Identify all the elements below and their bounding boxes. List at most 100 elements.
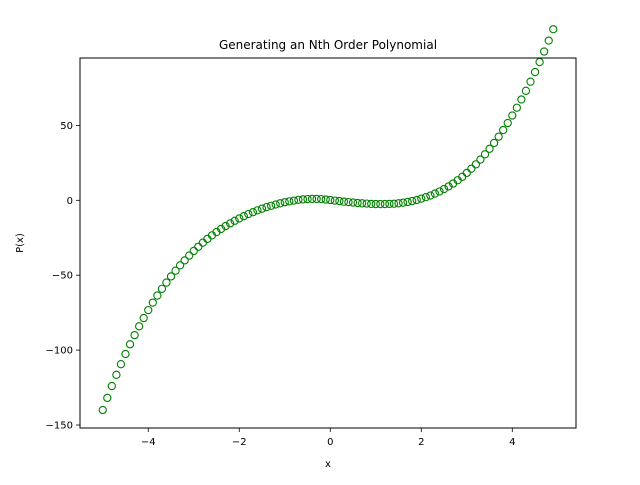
y-axis-ticks: −150 −100 −50 0 50 — [46, 121, 80, 432]
data-point — [521, 86, 531, 95]
data-point — [321, 195, 330, 204]
data-point — [239, 212, 248, 221]
data-point — [121, 349, 130, 359]
x-axis-label: x — [325, 459, 331, 470]
data-point — [107, 381, 116, 391]
data-point — [130, 330, 139, 340]
data-point — [226, 219, 235, 228]
data-point — [230, 216, 239, 225]
y-tick-label: −50 — [52, 271, 73, 282]
data-point — [303, 194, 312, 204]
data-point — [435, 187, 444, 196]
data-point — [103, 393, 112, 403]
data-point — [371, 199, 380, 209]
data-point — [221, 221, 230, 231]
y-axis-label: P(x) — [15, 233, 26, 253]
y-tick-label: −150 — [46, 421, 73, 432]
data-point — [376, 199, 385, 209]
data-point — [276, 199, 285, 208]
data-point — [471, 160, 481, 169]
data-point — [408, 196, 417, 206]
data-point — [530, 67, 540, 77]
data-point — [389, 199, 399, 208]
data-point — [480, 150, 490, 159]
data-point — [430, 189, 440, 198]
data-point — [216, 224, 226, 234]
data-point — [426, 191, 435, 200]
data-point — [166, 272, 176, 281]
data-point — [294, 195, 303, 205]
data-point — [362, 199, 371, 208]
data-point — [148, 298, 157, 307]
x-tick-label: 4 — [509, 437, 515, 448]
data-point — [171, 266, 180, 275]
data-point — [503, 118, 512, 128]
data-point — [157, 284, 167, 293]
x-tick-label: −4 — [141, 437, 156, 448]
data-point — [298, 195, 308, 204]
data-point — [326, 195, 335, 205]
data-point — [180, 256, 189, 265]
data-point — [235, 214, 244, 223]
y-tick-label: −100 — [46, 346, 73, 357]
plot-area-frame — [79, 57, 577, 429]
data-point — [285, 197, 294, 206]
data-point — [248, 207, 258, 217]
data-point — [403, 197, 412, 207]
data-point — [512, 103, 521, 112]
data-point — [312, 194, 321, 204]
data-point — [485, 144, 494, 153]
data-point — [262, 203, 271, 212]
data-point — [476, 155, 485, 164]
data-point — [385, 199, 394, 209]
data-point — [112, 370, 121, 379]
data-point — [185, 251, 194, 260]
data-point — [253, 206, 262, 215]
data-point — [467, 164, 476, 173]
data-point — [348, 198, 358, 207]
data-point — [175, 261, 185, 270]
data-point — [398, 198, 408, 207]
x-tick-label: −2 — [232, 437, 247, 448]
x-axis-ticks: −4 −2 0 2 4 — [141, 428, 515, 448]
y-tick-label: 0 — [67, 196, 73, 207]
data-point — [357, 199, 367, 208]
data-point — [540, 47, 549, 56]
data-point — [494, 132, 503, 141]
data-point — [144, 305, 153, 315]
data-markers — [98, 25, 558, 415]
data-point — [499, 125, 508, 135]
data-point — [367, 199, 376, 209]
data-point — [194, 242, 203, 251]
data-point — [353, 198, 362, 208]
data-point — [417, 194, 426, 203]
data-point — [330, 196, 339, 205]
data-point — [116, 360, 126, 369]
data-point — [544, 36, 553, 45]
data-point — [380, 199, 390, 209]
data-point — [421, 193, 430, 202]
data-point — [307, 194, 317, 204]
data-point — [162, 278, 171, 287]
data-point — [517, 95, 526, 104]
data-point — [139, 313, 148, 323]
data-point — [444, 182, 453, 191]
data-point — [257, 204, 267, 213]
data-point — [189, 246, 198, 256]
data-point — [335, 196, 344, 206]
data-point — [549, 25, 558, 34]
data-point — [280, 198, 289, 207]
data-point — [317, 194, 326, 204]
data-point — [135, 322, 144, 331]
data-point — [271, 200, 280, 209]
data-point — [289, 196, 299, 205]
y-tick-label: 50 — [60, 121, 73, 132]
data-point — [344, 197, 353, 207]
x-tick-label: 0 — [327, 437, 333, 448]
data-point — [266, 201, 276, 210]
data-point — [526, 77, 535, 86]
data-point — [394, 199, 403, 208]
